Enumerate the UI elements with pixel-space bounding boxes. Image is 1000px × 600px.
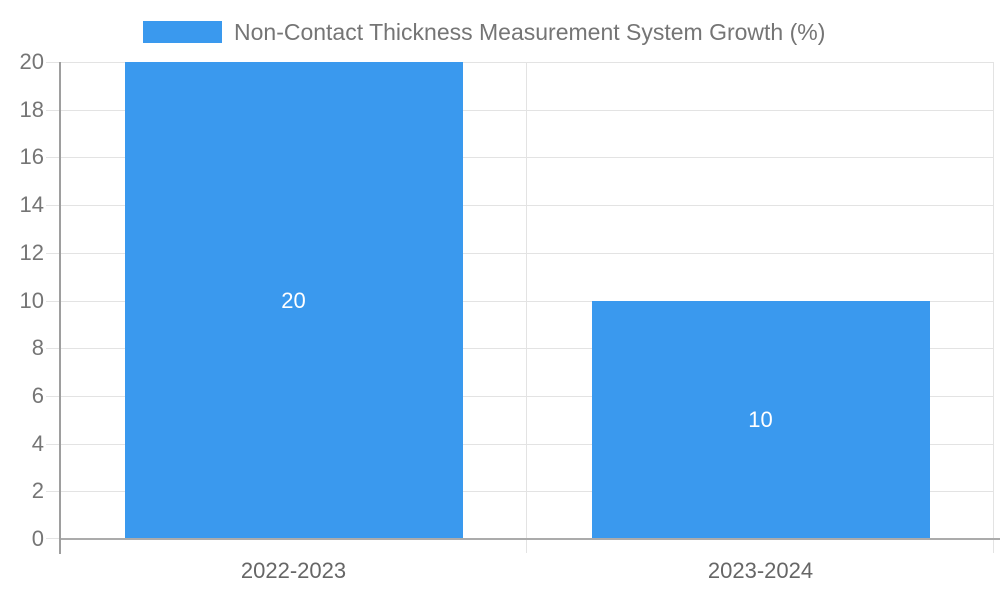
legend[interactable]: Non-Contact Thickness Measurement System… [143, 18, 826, 45]
y-axis-tick-label: 16 [19, 144, 44, 170]
y-axis-tick-label: 14 [19, 192, 44, 218]
gridline [46, 443, 994, 445]
bar-2022-2023[interactable]: 20 [124, 62, 463, 539]
x-axis-category-label: 2023-2024 [707, 558, 814, 583]
legend-swatch [143, 21, 222, 43]
bar-value-label: 20 [281, 287, 306, 313]
gridline [46, 348, 994, 350]
vertical-gridline [993, 62, 994, 553]
x-axis-line [60, 538, 1000, 540]
plot-area: 20 10 [46, 62, 994, 553]
y-axis-tick [46, 538, 60, 539]
y-axis-tick-label: 4 [31, 430, 44, 456]
y-axis-tick-label: 12 [19, 239, 44, 265]
bar-2023-2024[interactable]: 10 [591, 300, 930, 539]
y-axis-tick-label: 2 [31, 478, 44, 504]
vertical-gridline [526, 62, 527, 553]
y-axis-line [59, 62, 61, 554]
legend-label: Non-Contact Thickness Measurement System… [234, 18, 826, 45]
gridline [46, 157, 994, 159]
y-axis-tick-label: 0 [31, 526, 44, 551]
y-axis-tick-label: 18 [19, 96, 44, 122]
y-axis-tick-label: 8 [31, 335, 44, 361]
gridline [46, 491, 994, 493]
y-axis-tick-label: 10 [19, 287, 44, 313]
x-axis-category-label: 2022-2023 [240, 558, 347, 583]
gridline [46, 205, 994, 207]
bar-value-label: 10 [748, 406, 773, 432]
gridline [46, 62, 994, 63]
gridline [46, 109, 994, 111]
gridline [46, 252, 994, 254]
gridline [46, 300, 994, 302]
y-axis-tick-label: 20 [19, 49, 44, 74]
gridline [46, 395, 994, 397]
y-axis-tick-label: 6 [31, 382, 44, 408]
